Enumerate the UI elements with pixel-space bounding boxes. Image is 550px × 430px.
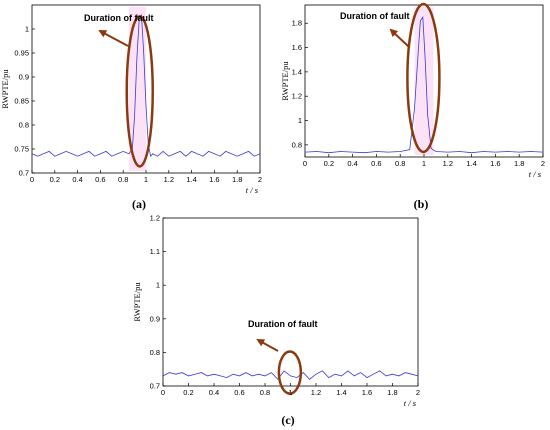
y-tick-label: 0.75 [14, 145, 29, 154]
x-tick-label: 2 [541, 159, 545, 168]
y-tick-label: 0.95 [14, 49, 29, 58]
x-tick-label: 1 [422, 159, 426, 168]
y-tick-label: 1 [25, 25, 29, 34]
y-tick-label: 0.8 [150, 348, 160, 357]
y-tick-label: 1 [298, 116, 302, 125]
fault-highlight-band [414, 7, 434, 155]
signal-line [31, 14, 261, 158]
x-tick-label: 0.4 [347, 159, 357, 168]
annotation-arrow [256, 339, 279, 352]
x-tick-label: 1.6 [490, 159, 500, 168]
x-tick-label: 0.2 [183, 388, 193, 397]
x-tick-label: 0.6 [95, 175, 105, 184]
annotation-text: Duration of fault [248, 319, 318, 329]
x-tick-label: 0.4 [72, 175, 82, 184]
panel-c-chart: 0 0.2 0.4 0.6 0.8 1 1.2 1.4 1.6 1.8 20.70.80.911.1… [132, 214, 420, 428]
y-tick-label: 0.85 [14, 97, 29, 106]
x-tick-label: 1.8 [232, 175, 242, 184]
panel-label: (a) [132, 197, 146, 211]
y-tick-label: 1.4 [292, 67, 302, 76]
y-tick-label: 1.6 [292, 43, 302, 52]
x-tick-label: 1.8 [387, 388, 397, 397]
y-tick-label: 1.8 [292, 19, 302, 28]
x-axis-label: t / s [529, 169, 542, 179]
x-axis-label: t / s [404, 398, 417, 408]
x-tick-label: 0.2 [324, 159, 334, 168]
x-tick-label: 2 [416, 388, 420, 397]
x-axis-label: t / s [246, 185, 259, 195]
x-tick-label: 0.2 [50, 175, 60, 184]
fault-ellipse [125, 15, 154, 168]
x-tick-label: 0.6 [234, 388, 244, 397]
x-tick-label: 0 [30, 175, 34, 184]
x-tick-label: 0.8 [395, 159, 405, 168]
x-tick-label: 0.8 [260, 388, 270, 397]
plot-frame [162, 217, 419, 387]
annotation-arrow [389, 28, 410, 48]
annotation-arrow [98, 30, 129, 47]
x-tick-label: 1.6 [209, 175, 219, 184]
panel-label: (c) [281, 413, 294, 427]
x-tick-label: 1.8 [514, 159, 524, 168]
x-tick-label: 0 [161, 388, 165, 397]
x-tick-label: 0.6 [371, 159, 381, 168]
x-tick-label: 1.6 [362, 388, 372, 397]
x-tick-label: 0 [303, 159, 307, 168]
signal-line [162, 370, 419, 380]
x-tick-label: 1.4 [336, 388, 346, 397]
x-tick-label: 0.4 [209, 388, 219, 397]
x-tick-label: 1.4 [466, 159, 476, 168]
x-tick-label: 1.2 [164, 175, 174, 184]
fault-highlight-band [128, 7, 146, 171]
signal-line [304, 15, 544, 154]
fault-ellipse [406, 2, 441, 154]
y-axis-label: RWPTE/pu [0, 69, 10, 109]
x-tick-label: 1.4 [186, 175, 196, 184]
x-tick-label: 1 [144, 175, 148, 184]
x-tick-label: 2 [258, 175, 262, 184]
y-tick-label: 0.7 [19, 169, 29, 178]
x-tick-label: 1.2 [443, 159, 453, 168]
y-tick-label: 0.9 [150, 314, 160, 323]
y-tick-label: 0.8 [19, 121, 29, 130]
y-tick-label: 1 [156, 281, 160, 290]
y-tick-label: 0.9 [19, 73, 29, 82]
y-tick-label: 0.7 [150, 382, 160, 391]
y-tick-label: 1.1 [150, 247, 160, 256]
fault-ellipse [277, 350, 303, 395]
y-axis-label: RWPTE/pu [280, 61, 290, 101]
x-tick-label: 0.8 [118, 175, 128, 184]
y-tick-label: 1.2 [292, 92, 302, 101]
y-tick-label: 0.8 [292, 140, 302, 149]
panel-b-chart: 0 0.2 0.4 0.6 0.8 1 1.2 1.4 1.6 1.8 2 0.8 1 1.2 1.4 1.6… [280, 2, 545, 211]
annotation-text: Duration of fault [340, 11, 410, 21]
annotation-text: Duration of fault [84, 13, 154, 23]
x-tick-label: 1.2 [311, 388, 321, 397]
panel-label: (b) [414, 197, 429, 211]
y-tick-label: 1.2 [150, 214, 160, 223]
panel-a-chart: 0 0.2 0.4 0.6 0.8 1 1.2 1.4 1.6 1.8 2 0.7 0.75 0.8 0.8… [0, 4, 262, 211]
y-axis-label: RWPTE/pu [132, 282, 142, 322]
